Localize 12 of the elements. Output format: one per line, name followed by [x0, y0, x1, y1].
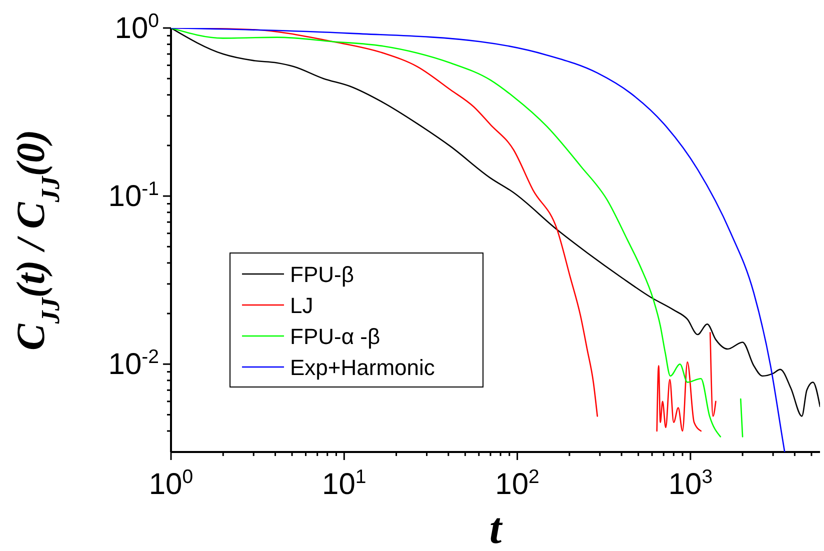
x-tick-label: 10$^{0}$: [148, 466, 194, 501]
legend-label: Exp+Harmonic: [290, 355, 435, 380]
legend-label: LJ: [290, 293, 314, 318]
y-tick-label: 10$^{-1}$: [108, 178, 159, 214]
x-tick-label: 10$^{2}$: [495, 466, 540, 501]
x-tick-label: 10$^{3}$: [668, 466, 713, 501]
legend-label: FPU-β: [290, 262, 354, 287]
legend-label: FPU-α -β: [290, 324, 380, 349]
y-tick-label: 10$^{-2}$: [108, 346, 159, 382]
x-axis-title: t: [489, 504, 504, 551]
x-tick-label: 10$^{1}$: [322, 466, 366, 501]
y-tick-label: 10$^{0}$: [114, 10, 160, 45]
